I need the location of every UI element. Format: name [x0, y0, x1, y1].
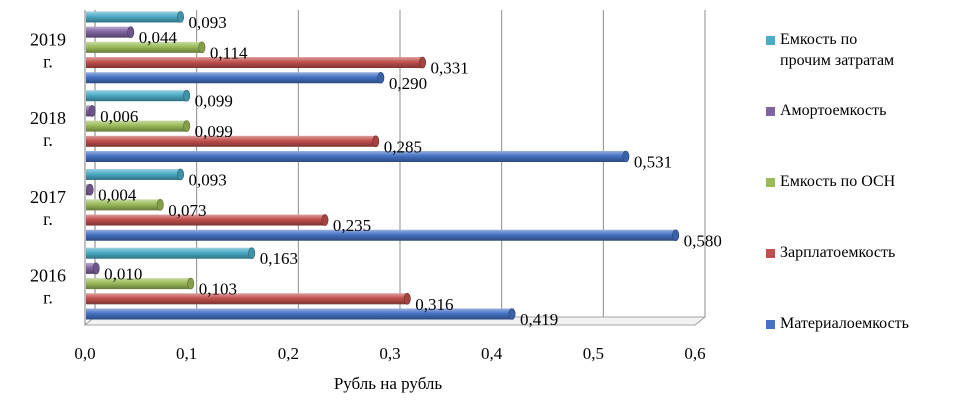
legend-label: Материалоемкость [780, 315, 909, 332]
data-label: 0,093 [189, 170, 227, 189]
data-label: 0,044 [139, 28, 178, 47]
bar [86, 89, 191, 102]
legend-label: Амортоемкость [780, 102, 886, 119]
data-label: 0,316 [415, 295, 453, 314]
bar [86, 11, 185, 23]
legend-swatch [766, 178, 775, 187]
data-label: 0,163 [260, 249, 298, 268]
data-label: 0,531 [634, 153, 672, 172]
data-label: 0,006 [100, 107, 138, 126]
bar [86, 262, 100, 275]
legend-swatch [766, 249, 775, 258]
category-label: 2018 г. [30, 108, 66, 150]
data-label: 0,099 [195, 92, 233, 111]
x-tick-label: 0,3 [379, 344, 400, 363]
legend-entry: Емкость по прочим затратам [766, 31, 894, 69]
legend-entry: Зарплатоемкость [766, 244, 895, 261]
legend-label: Емкость по прочим затратам [780, 31, 894, 69]
x-axis-title: Рубль на рубль [334, 374, 443, 393]
bar [86, 150, 630, 163]
data-labels: 0,419 0,316 0,103 0,010 0,163 0,580 0,235 0,073… [98, 13, 722, 329]
x-tick-labels: 0,0 0,1 0,2 0,3 0,4 0,5 0,6 [74, 344, 705, 363]
bar [86, 120, 191, 132]
legend-swatch [766, 36, 775, 45]
legend-label: Зарплатоемкость [780, 244, 895, 261]
data-label: 0,285 [384, 137, 422, 156]
bar [86, 168, 185, 181]
x-tick-label: 0,6 [684, 344, 705, 363]
data-label: 0,331 [431, 59, 469, 78]
data-label: 0,580 [684, 231, 722, 250]
bar [86, 308, 516, 320]
bar [86, 135, 380, 148]
data-label: 0,235 [333, 216, 371, 235]
x-tick-label: 0,2 [278, 344, 299, 363]
bar [86, 105, 96, 117]
category-label: 2017 г. [30, 187, 66, 229]
category-labels: 2016 г. 2017 г. 2018 г. 2019 г. [30, 29, 66, 307]
data-label: 0,073 [168, 201, 206, 220]
bars [86, 11, 680, 320]
legend-entry: Материалоемкость [766, 315, 909, 332]
data-label: 0,103 [199, 280, 237, 299]
data-label: 0,010 [104, 264, 142, 283]
bar [86, 229, 680, 242]
data-label: 0,004 [98, 186, 137, 205]
bar [86, 71, 385, 84]
category-label: 2016 г. [30, 266, 66, 308]
legend-label: Емкость по ОСН [780, 173, 896, 190]
bar [86, 183, 94, 196]
category-label: 2019 г. [30, 29, 66, 71]
bar [86, 247, 256, 259]
x-tick-label: 0,1 [176, 344, 197, 363]
bar [86, 56, 427, 69]
bar [86, 26, 135, 38]
data-label: 0,093 [189, 13, 227, 32]
legend-swatch [766, 107, 775, 116]
data-label: 0,290 [389, 74, 427, 93]
bar [86, 277, 195, 290]
legend-entry: Амортоемкость [766, 102, 886, 119]
bar [86, 199, 164, 211]
bar [86, 214, 329, 226]
x-tick-label: 0,4 [481, 344, 503, 363]
data-label: 0,419 [520, 310, 558, 329]
data-label: 0,099 [195, 122, 233, 141]
x-tick-label: 0,0 [74, 344, 95, 363]
bar [86, 292, 411, 305]
legend: Емкость по прочим затратам Амортоемкость Ем… [766, 31, 909, 332]
bar [86, 41, 206, 54]
legend-swatch [766, 320, 775, 329]
x-tick-label: 0,5 [583, 344, 604, 363]
data-label: 0,114 [210, 43, 248, 62]
legend-entry: Емкость по ОСН [766, 173, 896, 190]
